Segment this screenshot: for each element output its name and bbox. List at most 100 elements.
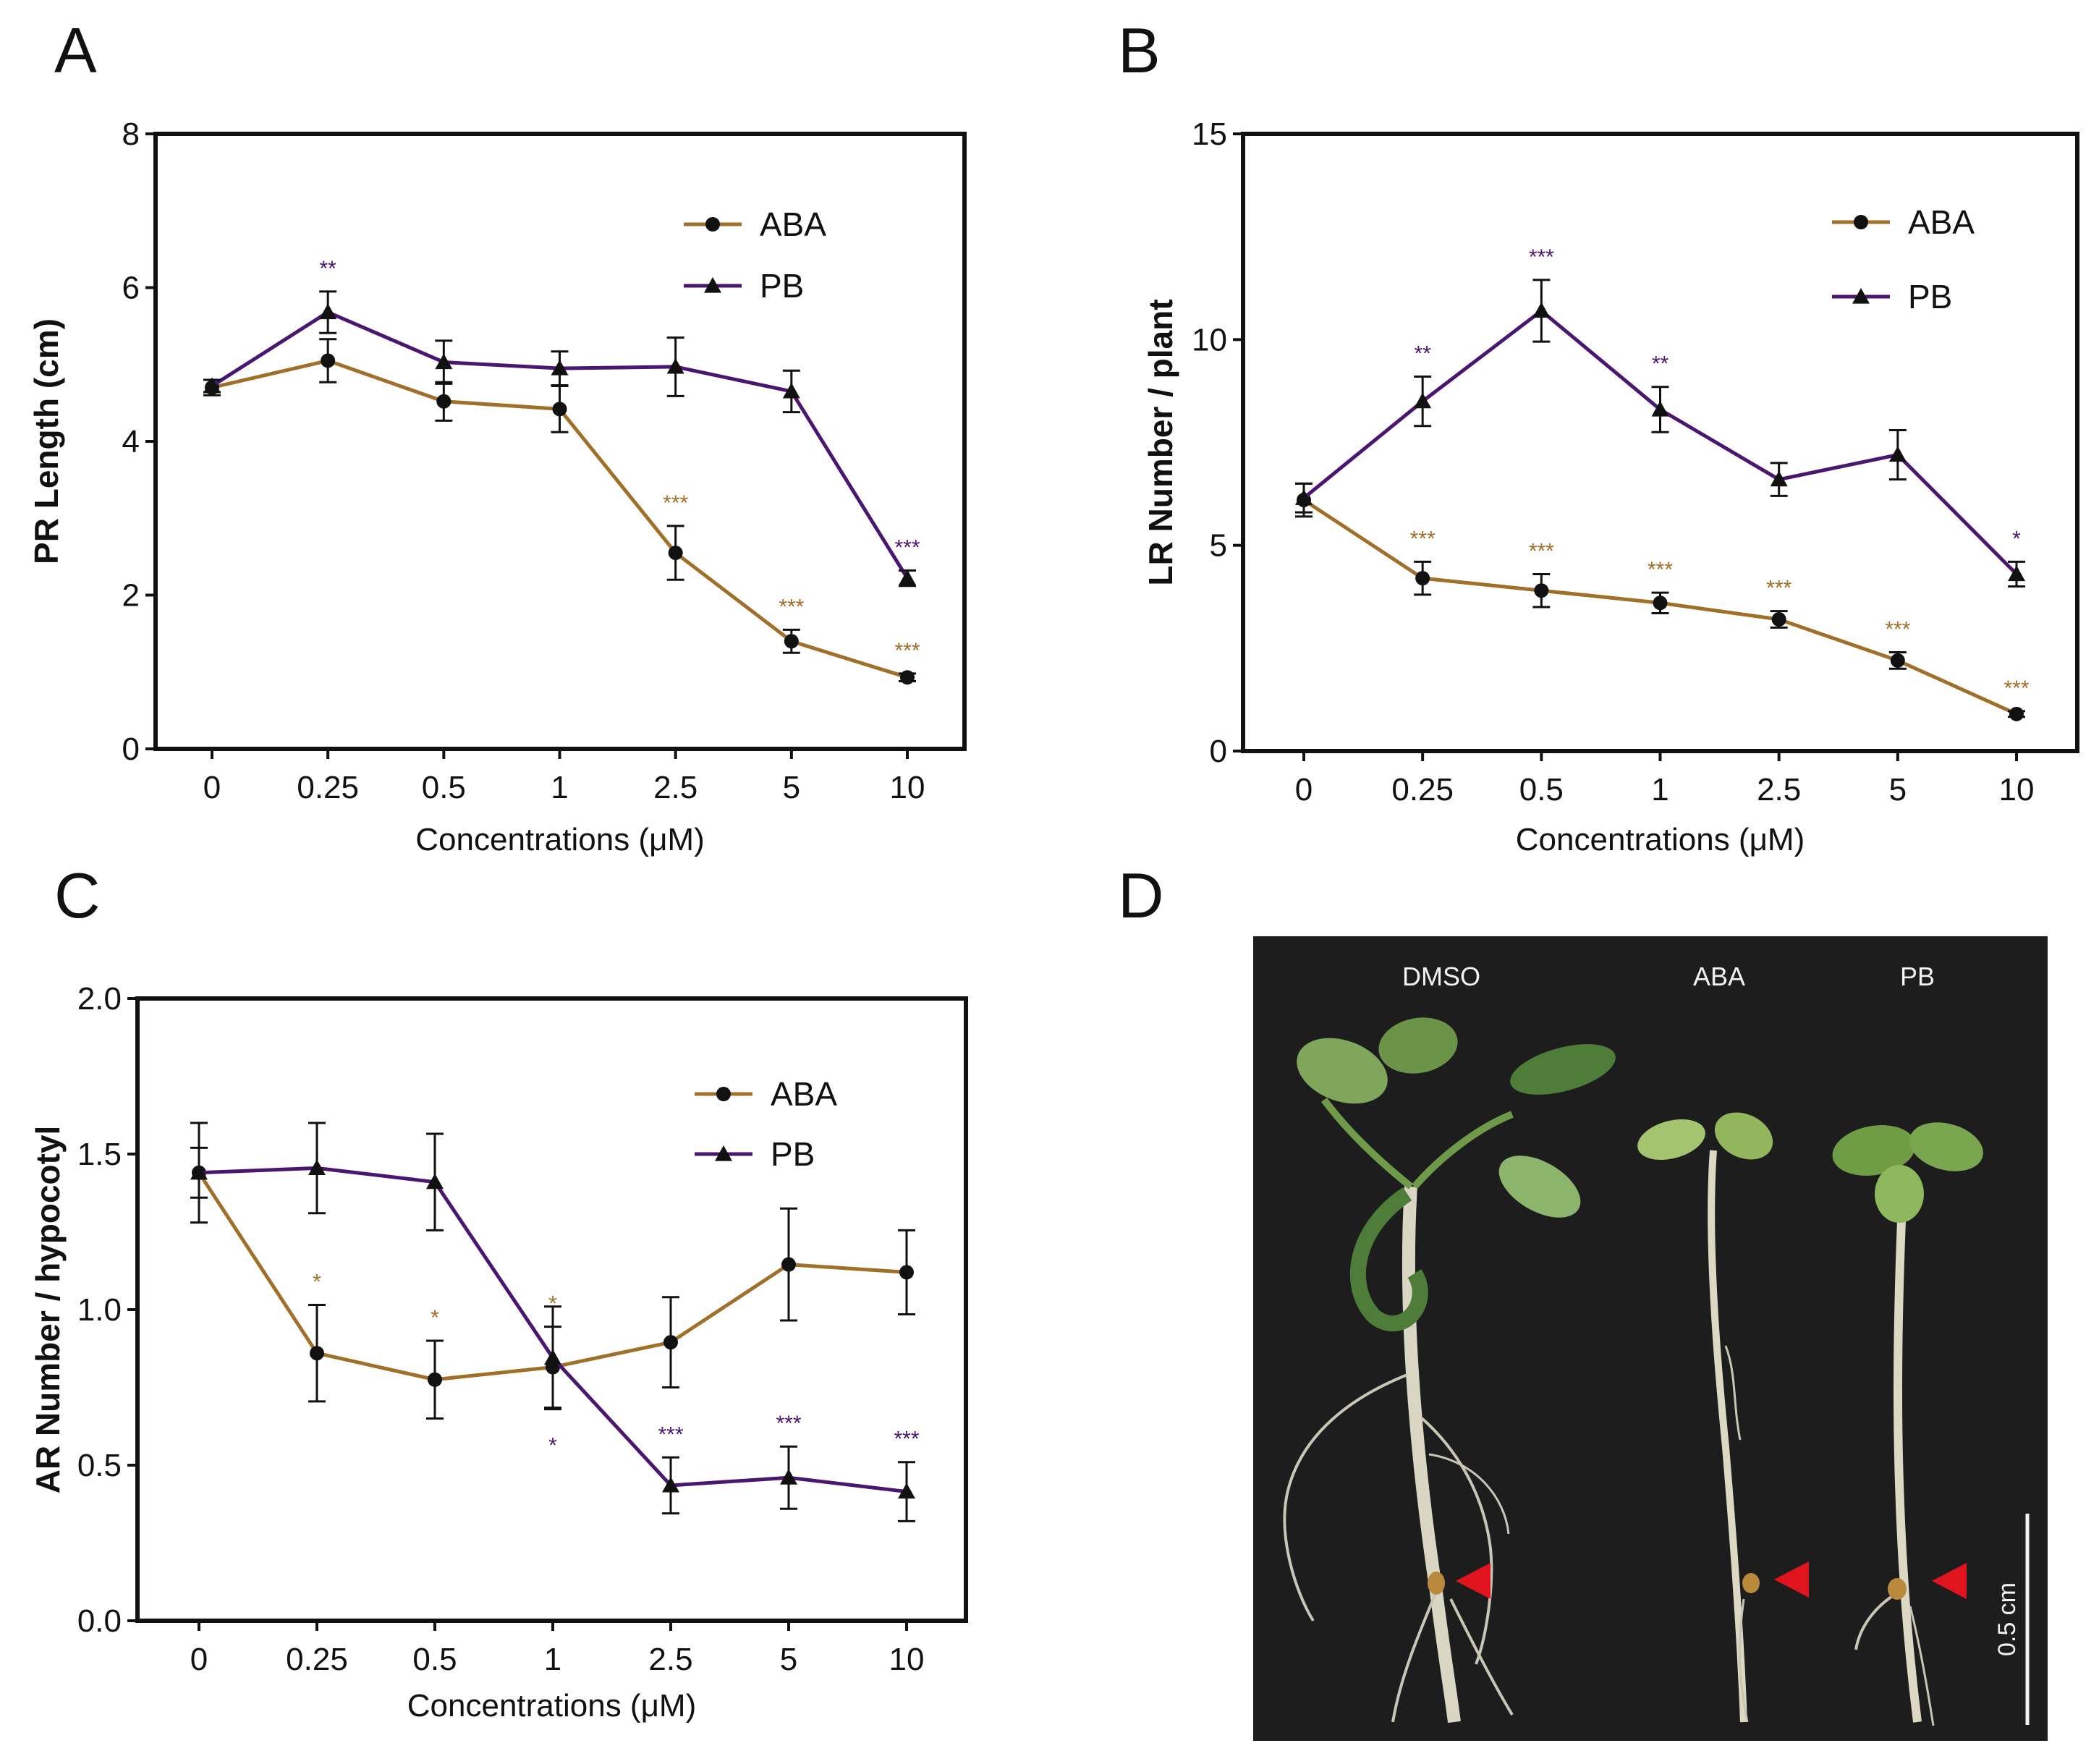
data-point-aba [781,1258,796,1272]
scale-bar-label: 0.5 cm [1993,1582,2021,1656]
significance-label: * [431,1306,439,1330]
photo-label-pb: PB [1900,962,1935,991]
y-tick-label: 2.0 [77,981,122,1017]
x-tick-label: 0.5 [1519,772,1564,807]
data-point-aba [553,402,567,416]
significance-label: *** [894,1428,919,1451]
y-tick-label: 0.5 [77,1448,122,1483]
photo-panel-d: D DMSO ABA PB [1118,860,2048,1741]
x-axis-label: Concentrations (μM) [415,822,704,857]
y-tick-label: 0 [122,732,140,767]
legend-marker-aba [705,217,720,232]
legend-label-aba: ABA [771,1075,837,1113]
x-tick-label: 0.5 [422,770,466,805]
x-tick-label: 0.25 [1391,772,1454,807]
legend-label-pb: PB [1908,278,1952,315]
significance-label: *** [1529,245,1554,269]
chart-panel-a: A 0 2 4 6 8 0 0.25 0.5 1 2.5 5 10 Concentrations (μM)… [27,14,964,857]
y-tick-label: 6 [122,271,140,306]
x-tick-label: 1 [544,1642,561,1677]
y-axis-label: AR Number / hypocotyl [29,1126,67,1494]
legend-label-pb: PB [760,267,804,305]
data-point-pb [1532,302,1550,318]
x-tick-label: 5 [783,770,800,805]
chart-panel-b: B 0 5 10 15 0 0.25 0.5 1 2.5 5 10 Concentrations (μM… [1118,14,2077,857]
data-point-aba [428,1373,442,1387]
y-tick-label: 4 [122,424,140,459]
significance-label: *** [1648,558,1673,582]
data-point-aba [1891,653,1905,668]
significance-label: * [313,1271,321,1294]
y-tick-label: 10 [1192,322,1227,357]
data-point-pb [319,304,336,320]
significance-label: *** [779,595,804,619]
significance-label: *** [776,1412,801,1436]
panel-letter-a: A [54,14,97,86]
x-tick-label: 10 [1999,772,2035,807]
panel-letter-c: C [54,860,101,931]
legend-label-aba: ABA [1908,203,1975,241]
chart-panel-c: C0.00.51.01.52.00 0.25 0.5 1 2.5 5 10Concentra… [29,860,966,1723]
legend: ABA PB [695,1075,837,1173]
y-tick-label: 0 [1210,734,1227,769]
significance-label: *** [1529,539,1554,563]
x-axis-label: Concentrations (μM) [407,1688,696,1723]
significance-label: ** [1414,342,1431,366]
x-tick-label: 0 [203,770,221,805]
significance-label: *** [1410,527,1436,551]
x-tick-label: 5 [780,1642,797,1677]
significance-label: * [2012,527,2021,551]
data-point-pb [1889,446,1907,462]
photo-label-dmso: DMSO [1402,962,1480,991]
data-point-aba [1534,583,1548,598]
data-point-aba [899,1265,914,1279]
series-pb: ***** [203,257,920,586]
x-tick-label: 0 [190,1642,208,1677]
legend: ABA PB [1832,203,1975,315]
y-tick-label: 8 [122,116,140,152]
significance-label: *** [2003,677,2029,700]
data-point-aba [900,670,915,684]
y-tick-label: 1.0 [77,1292,122,1328]
significance-label: * [548,1434,557,1458]
data-point-aba [663,1335,678,1349]
x-tick-label: 0.25 [286,1642,348,1677]
legend: ABA PB [684,205,826,305]
panel-letter-d: D [1118,860,1164,931]
y-tick-label: 2 [122,578,140,614]
series-aba: ********* [203,339,920,685]
x-axis-label: Concentrations (μM) [1516,822,1805,857]
legend-marker-aba [716,1087,731,1101]
x-tick-label: 1 [551,770,568,805]
y-tick-label: 15 [1192,116,1227,152]
x-tick-label: 2.5 [648,1642,692,1677]
data-point-aba [784,634,799,648]
significance-label: *** [1766,577,1791,601]
y-axis-label: PR Length (cm) [27,318,65,564]
data-point-pb [899,569,916,585]
significance-label: *** [658,1422,683,1446]
significance-label: *** [1885,618,1910,642]
x-tick-label: 2.5 [1757,772,1801,807]
x-tick-label: 0.5 [412,1642,457,1677]
data-point-aba [310,1346,324,1360]
legend-marker-aba [1854,215,1868,229]
y-tick-label: 1.5 [77,1137,122,1172]
data-point-aba [669,546,683,560]
legend-label-aba: ABA [760,205,826,243]
significance-label: ** [1652,352,1669,376]
data-point-aba [1653,595,1668,610]
legend-label-pb: PB [771,1135,815,1173]
x-tick-label: 5 [1889,772,1907,807]
photo-label-aba: ABA [1693,962,1745,991]
data-point-aba [2009,707,2024,721]
significance-label: *** [663,491,688,515]
x-tick-label: 1 [1651,772,1668,807]
series-aba: *** *** *** *** *** *** [1295,483,2030,721]
y-tick-label: 0.0 [77,1603,122,1639]
x-tick-label: 10 [890,770,925,805]
x-tick-label: 2.5 [653,770,697,805]
series-pb: * *** ****** [190,1123,920,1521]
data-point-aba [1772,612,1786,627]
x-tick-label: 0.25 [297,770,359,805]
